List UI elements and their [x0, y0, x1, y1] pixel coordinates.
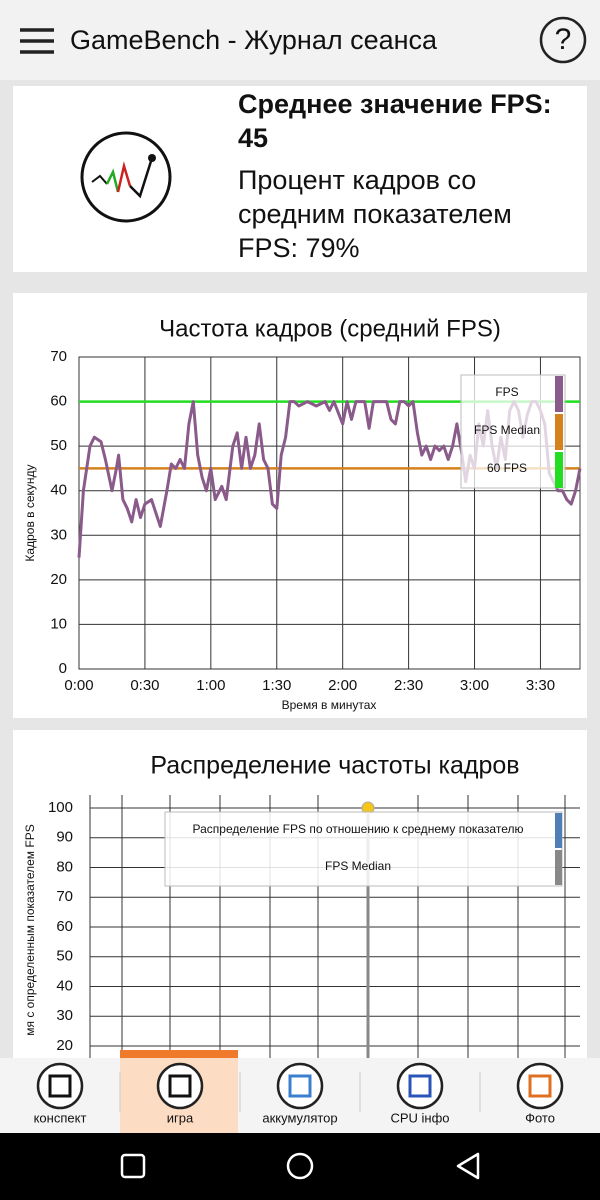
share-label: Процент кадров со средним показателем FPS:…	[238, 165, 512, 263]
y-tick-label: 20	[56, 1037, 73, 1054]
share-label-line: Процент кадров со	[238, 165, 476, 195]
tab-icon-inner	[288, 1074, 312, 1098]
y-tick-label: 60	[56, 918, 73, 935]
avg-label: Среднее значение FPS:	[238, 89, 552, 119]
tab-label[interactable]: игра	[167, 1110, 194, 1125]
tab-icon-inner	[168, 1074, 192, 1098]
tab-label[interactable]: CPU інфо	[390, 1110, 449, 1125]
y-tick-label: 80	[56, 858, 73, 875]
legend-label: FPS Median	[325, 859, 391, 873]
x-tick-label: 2:30	[394, 677, 423, 694]
legend-box	[460, 374, 566, 489]
tab-label[interactable]: аккумулятор	[262, 1110, 337, 1125]
legend-label: 60 FPS	[487, 461, 527, 475]
tab-icon[interactable]	[156, 1062, 204, 1110]
app-title: GameBench - Журнал сеанса	[70, 25, 438, 55]
tab-label[interactable]: Фото	[525, 1110, 555, 1125]
tab-icon[interactable]	[516, 1062, 564, 1110]
y-tick-label: 50	[50, 437, 67, 454]
y-tick-label: 10	[50, 615, 67, 632]
x-tick-label: 1:30	[262, 677, 291, 694]
chart-title: Частота кадров (средний FPS)	[159, 315, 501, 342]
legend-label: FPS Median	[474, 423, 540, 437]
legend-swatch	[555, 414, 563, 450]
x-tick-label: 3:30	[526, 677, 555, 694]
y-tick-label: 60	[50, 393, 67, 410]
y-tick-label: 20	[50, 571, 67, 588]
chart-title: Распределение частоты кадров	[150, 752, 519, 780]
y-tick-label: 100	[48, 799, 73, 816]
y-tick-label: 70	[56, 888, 73, 905]
help-icon[interactable]: ?	[555, 23, 572, 56]
share-label-line: FPS:	[238, 233, 306, 263]
tab-label[interactable]: конспект	[34, 1110, 87, 1125]
game-icon	[80, 131, 172, 223]
x-tick-label: 1:00	[196, 677, 225, 694]
system-nav	[0, 1133, 600, 1200]
home-button[interactable]	[286, 1152, 314, 1180]
legend-swatch	[555, 452, 563, 488]
y-axis-label: мя с определенным показателем FPS	[23, 824, 37, 1035]
menu-button[interactable]	[20, 28, 54, 54]
x-tick-label: 0:30	[130, 677, 159, 694]
tab-icon[interactable]	[36, 1062, 84, 1110]
x-tick-label: 3:00	[460, 677, 489, 694]
y-tick-label: 30	[50, 526, 67, 543]
y-tick-label: 0	[59, 660, 67, 677]
distribution-chart: Распределение частоты кадров 20 30 40 50 60 70…	[23, 752, 580, 1058]
legend-swatch	[555, 376, 563, 412]
active-tab-indicator	[120, 1050, 238, 1058]
y-axis-label: Кадров в секунду	[23, 464, 37, 561]
y-tick-label: 50	[56, 948, 73, 965]
distribution-card	[13, 730, 587, 1070]
y-tick-label: 30	[56, 1007, 73, 1024]
tab-icon[interactable]	[396, 1062, 444, 1110]
app-bar	[0, 0, 600, 80]
legend-swatch	[555, 850, 562, 885]
share-label-line: средним показателем	[238, 199, 512, 229]
x-tick-label: 0:00	[64, 677, 93, 694]
y-tick-label: 90	[56, 829, 73, 846]
fps-chart: Частота кадров (средний FPS) 0 10 20 30 40 50 6…	[23, 315, 582, 712]
tab-icon-inner	[408, 1074, 432, 1098]
tab-icon[interactable]	[276, 1062, 324, 1110]
legend-swatch	[555, 813, 562, 848]
y-tick-label: 70	[50, 348, 67, 365]
recent-button[interactable]	[120, 1153, 146, 1179]
x-tick-label: 2:00	[328, 677, 357, 694]
x-axis-label: Время в минутах	[282, 698, 377, 712]
tab-icon-inner	[48, 1074, 72, 1098]
tab-icon-inner	[528, 1074, 552, 1098]
legend-label: FPS	[495, 385, 518, 399]
help-button[interactable]	[539, 16, 587, 64]
legend-label: Распределение FPS по отношению к среднем…	[193, 822, 524, 836]
avg-value: 45	[238, 123, 268, 153]
legend-box	[164, 811, 563, 887]
back-button[interactable]	[456, 1152, 480, 1180]
tabs: конспект игра аккумулятор CPU інфо Фото	[34, 1062, 564, 1125]
y-tick-label: 40	[56, 977, 73, 994]
y-tick-label: 40	[50, 482, 67, 499]
share-value: 79%	[306, 233, 360, 263]
